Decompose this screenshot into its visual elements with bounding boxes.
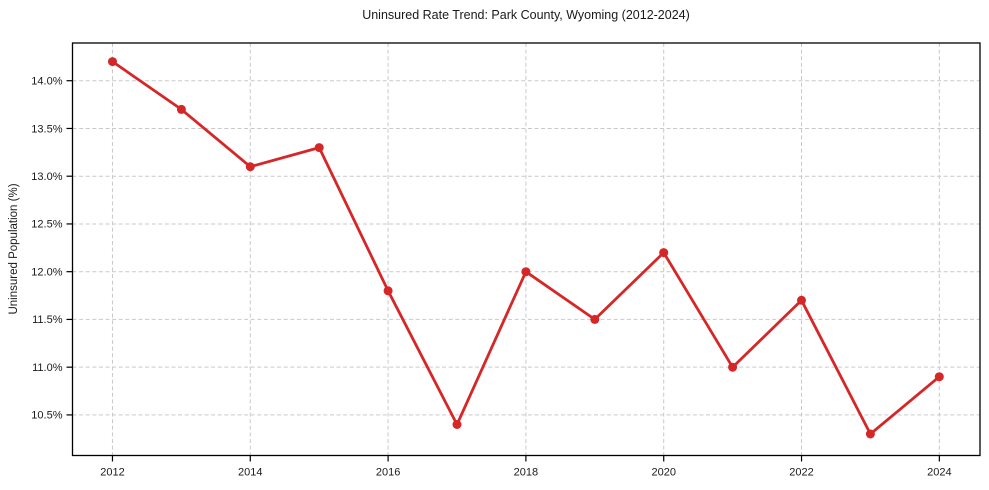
data-point: [659, 248, 669, 258]
data-point: [934, 372, 944, 382]
data-point: [383, 286, 393, 296]
data-point: [314, 143, 324, 153]
x-tick-label: 2012: [100, 467, 124, 479]
x-tick-label: 2016: [376, 467, 400, 479]
data-point: [245, 162, 255, 172]
data-point: [521, 267, 531, 277]
y-tick-label: 13.0%: [31, 171, 62, 183]
data-point: [452, 420, 462, 429]
axis-ticks: 10.5% 11.0% 11.5% 12.0% 12.5% 13.0% 13.5% 14.0%…: [31, 76, 951, 479]
data-point: [108, 57, 117, 67]
data-point: [590, 314, 600, 324]
y-tick-label: 10.5%: [31, 410, 62, 422]
data-points: [108, 57, 944, 439]
y-tick-label: 14.0%: [31, 76, 62, 88]
y-tick-label: 11.5%: [32, 314, 63, 326]
gridlines: [72, 43, 980, 456]
y-tick-label: 13.5%: [31, 123, 62, 135]
data-point: [797, 295, 806, 305]
x-tick-label: 2022: [789, 467, 813, 479]
x-tick-label: 2020: [651, 467, 675, 479]
y-tick-label: 12.0%: [31, 266, 62, 278]
x-tick-label: 2018: [514, 467, 538, 479]
y-tick-label: 12.5%: [31, 219, 62, 231]
data-point: [728, 362, 738, 372]
x-tick-label: 2024: [927, 467, 951, 479]
data-point: [176, 104, 186, 114]
x-tick-label: 2014: [238, 467, 262, 479]
chart-title: Uninsured Rate Trend: Park County, Wyomi…: [362, 8, 690, 22]
y-axis-title: Uninsured Population (%): [8, 183, 20, 315]
y-tick-label: 11.0%: [32, 362, 63, 374]
data-point: [865, 429, 875, 439]
